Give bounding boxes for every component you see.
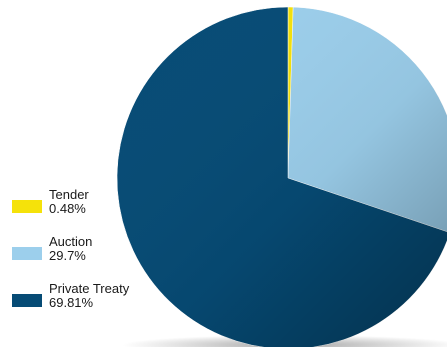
legend-value: 0.48% (49, 201, 86, 216)
legend-item-auction: Auction 29.7% (12, 235, 162, 282)
legend-item-tender: Tender 0.48% (12, 188, 162, 235)
legend-value: 29.7% (49, 248, 86, 263)
legend-swatch-tender (12, 200, 42, 213)
legend-label: Auction (49, 234, 93, 249)
legend-value: 69.81% (49, 295, 94, 310)
legend-swatch-auction (12, 247, 42, 260)
pie-shading (117, 7, 447, 347)
legend-swatch-private-treaty (12, 294, 42, 307)
legend-item-private-treaty: Private Treaty 69.81% (12, 282, 162, 329)
legend: Tender 0.48% Auction 29.7% Private Treat… (12, 188, 162, 329)
legend-label: Tender (49, 187, 89, 202)
legend-label: Private Treaty (49, 281, 130, 296)
